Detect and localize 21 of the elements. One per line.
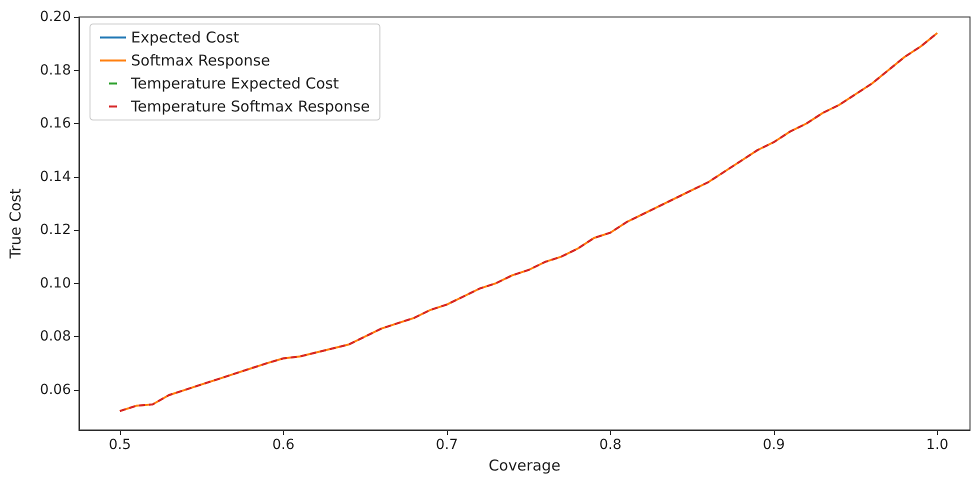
y-axis-title: True Cost: [6, 188, 24, 260]
x-tick-label: 0.9: [762, 437, 785, 453]
y-tick-label: 0.08: [40, 328, 71, 345]
legend-label: Expected Cost: [131, 28, 240, 46]
y-tick-label: 0.10: [40, 275, 71, 292]
legend-label: Softmax Response: [131, 52, 270, 70]
x-tick-label: 0.6: [272, 437, 295, 453]
x-tick-label: 0.7: [436, 437, 458, 453]
y-tick-label: 0.14: [40, 168, 72, 185]
x-tick-label: 0.5: [108, 437, 132, 453]
x-tick-label: 1.0: [926, 437, 948, 453]
y-tick-label: 0.18: [40, 62, 71, 78]
line-series: [118, 32, 938, 412]
x-axis-title: Coverage: [488, 456, 560, 474]
y-tick-label: 0.20: [40, 9, 71, 25]
y-tick-label: 0.16: [40, 116, 72, 132]
y-tick-label: 0.12: [40, 222, 71, 238]
legend-label: Temperature Softmax Response: [130, 98, 370, 116]
x-tick-label: 0.8: [599, 437, 622, 453]
y-tick-label: 0.06: [40, 382, 72, 398]
legend-label: Temperature Expected Cost: [130, 74, 339, 92]
